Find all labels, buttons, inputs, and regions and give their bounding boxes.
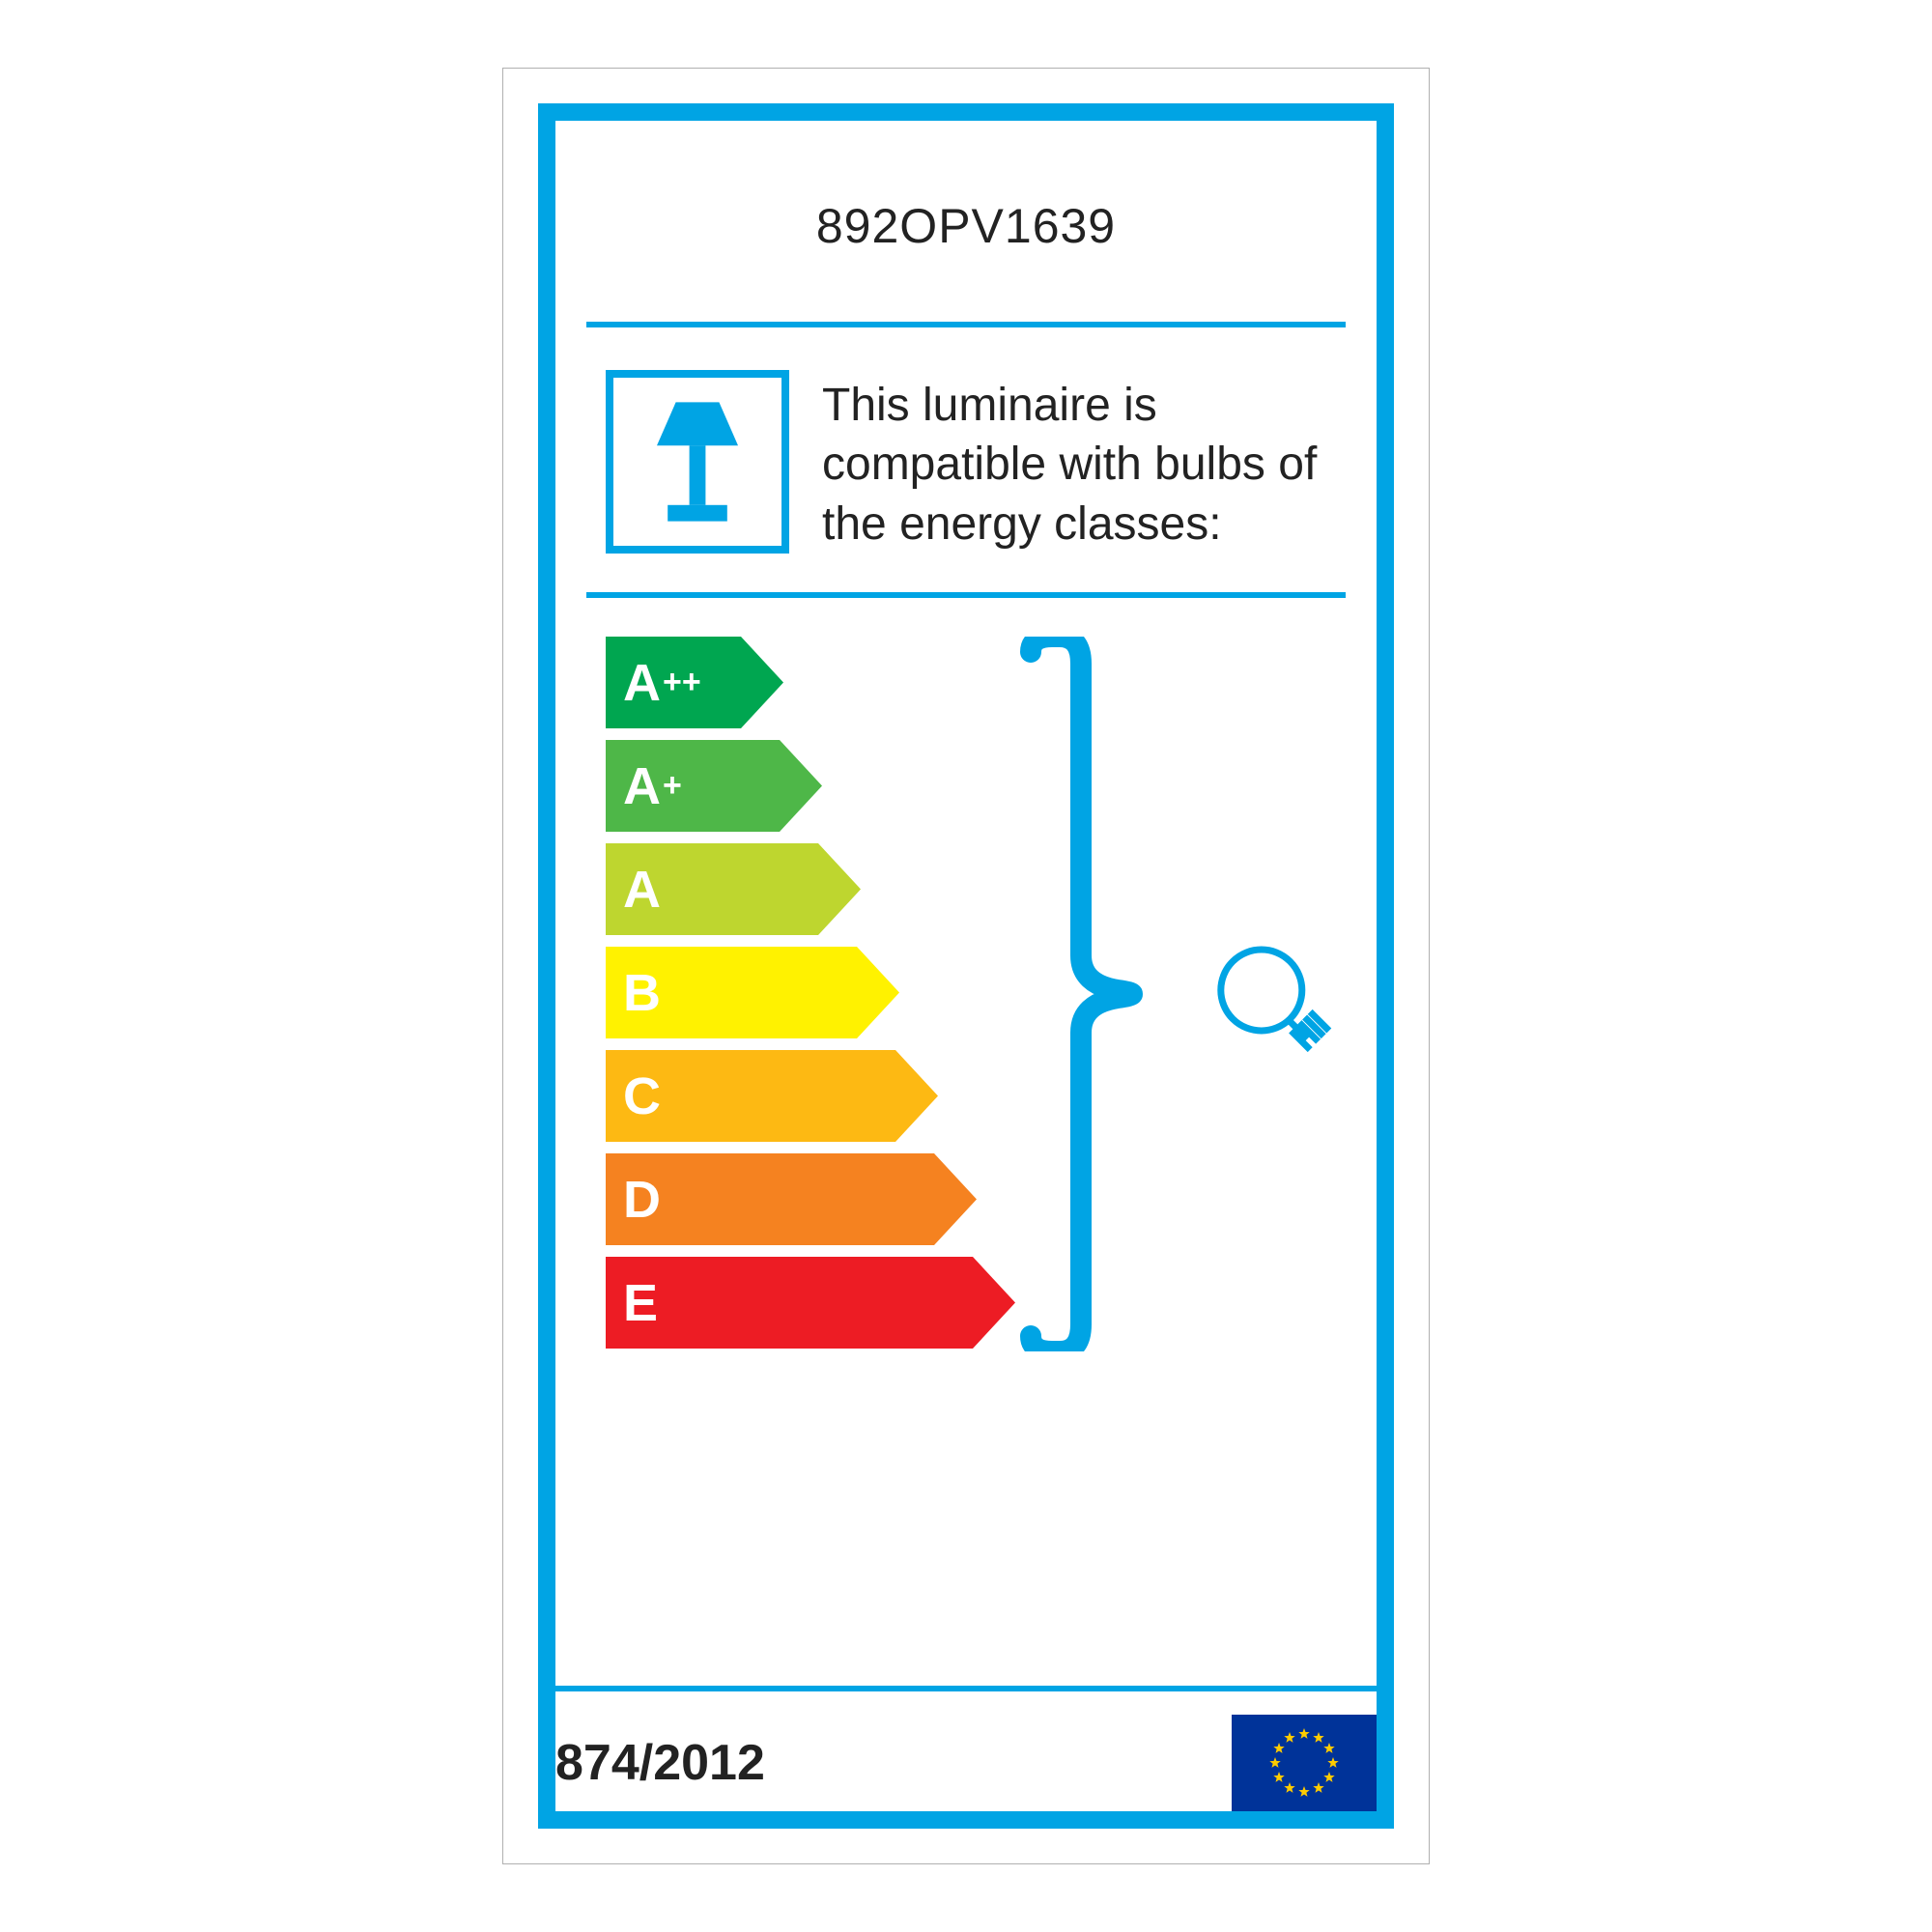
energy-classes-area: A++ A+ ABCDE xyxy=(586,598,1346,1380)
energy-class-arrow: E xyxy=(606,1257,1326,1349)
energy-class-arrow: A xyxy=(606,843,1326,935)
energy-class-label: D xyxy=(623,1153,661,1245)
energy-class-label: C xyxy=(623,1050,661,1142)
energy-class-label: B xyxy=(623,947,661,1038)
energy-class-label: A+ xyxy=(623,740,682,832)
footer: 874/2012 xyxy=(555,1686,1377,1811)
eu-flag-icon xyxy=(1232,1715,1377,1811)
bulb-icon xyxy=(1205,936,1340,1071)
energy-class-label: A xyxy=(623,843,661,935)
regulation-number: 874/2012 xyxy=(555,1734,765,1792)
energy-class-arrow: A++ xyxy=(606,637,1326,728)
product-code: 892OPV1639 xyxy=(586,121,1346,322)
compatibility-row: This luminaire is compatible with bulbs … xyxy=(586,327,1346,592)
energy-class-arrow: D xyxy=(606,1153,1326,1245)
lamp-icon-box xyxy=(606,370,789,554)
lamp-icon xyxy=(630,394,765,529)
energy-label: 892OPV1639 This luminaire is compatible … xyxy=(502,68,1430,1864)
bracket xyxy=(1011,637,1185,1351)
label-inner-border: 892OPV1639 This luminaire is compatible … xyxy=(538,103,1394,1829)
energy-class-label: E xyxy=(623,1257,658,1349)
energy-class-arrow: A+ xyxy=(606,740,1326,832)
compatibility-text: This luminaire is compatible with bulbs … xyxy=(789,370,1326,554)
energy-class-label: A++ xyxy=(623,637,701,728)
